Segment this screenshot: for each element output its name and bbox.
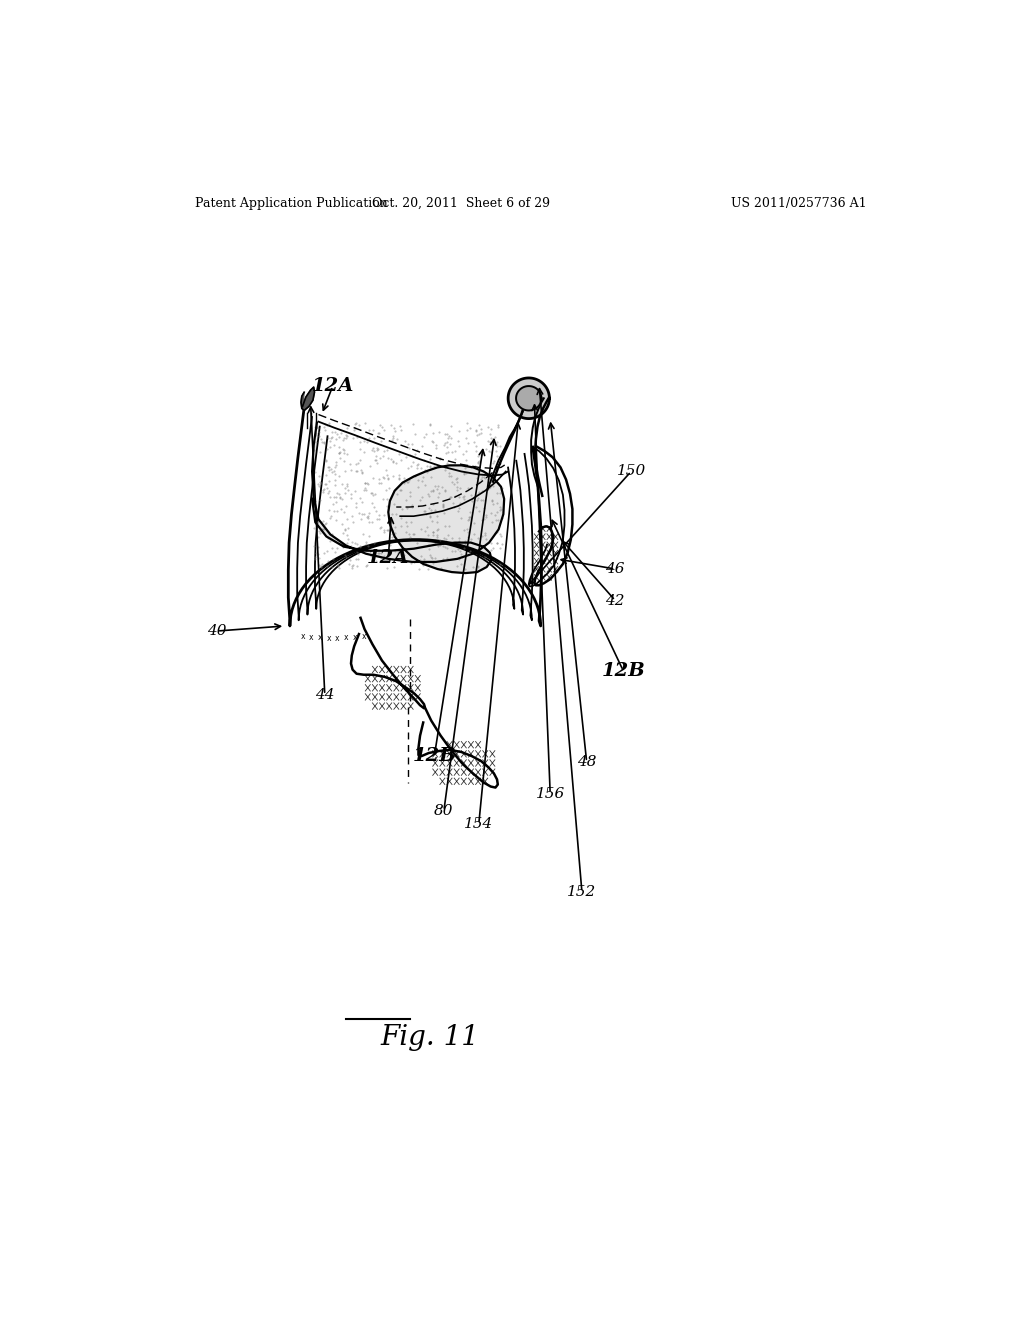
Text: 152: 152 xyxy=(567,886,597,899)
Text: 44: 44 xyxy=(315,688,335,702)
Text: x: x xyxy=(361,632,366,640)
Text: x: x xyxy=(300,632,305,642)
Text: x: x xyxy=(317,634,323,643)
Text: 150: 150 xyxy=(616,465,646,478)
Text: US 2011/0257736 A1: US 2011/0257736 A1 xyxy=(731,197,866,210)
Text: 156: 156 xyxy=(536,787,565,801)
Text: 46: 46 xyxy=(605,562,625,576)
Text: 48: 48 xyxy=(577,755,596,770)
Text: 12B: 12B xyxy=(413,747,457,766)
Text: Fig. 11: Fig. 11 xyxy=(380,1024,479,1051)
Text: 12A: 12A xyxy=(311,378,354,395)
Text: 12A: 12A xyxy=(368,549,410,566)
Text: x: x xyxy=(344,634,348,643)
Text: 80: 80 xyxy=(434,804,454,818)
Text: x: x xyxy=(335,634,340,643)
Text: x: x xyxy=(309,632,313,642)
Polygon shape xyxy=(508,378,550,418)
Text: 42: 42 xyxy=(605,594,625,607)
Text: Patent Application Publication: Patent Application Publication xyxy=(196,197,388,210)
Polygon shape xyxy=(516,385,542,411)
Text: 40: 40 xyxy=(207,624,226,638)
Text: 154: 154 xyxy=(464,817,494,832)
Text: x: x xyxy=(352,632,357,642)
Text: 12B: 12B xyxy=(601,661,645,680)
Polygon shape xyxy=(312,422,504,573)
Text: x: x xyxy=(327,634,331,643)
Polygon shape xyxy=(301,387,314,411)
Text: Oct. 20, 2011  Sheet 6 of 29: Oct. 20, 2011 Sheet 6 of 29 xyxy=(373,197,550,210)
